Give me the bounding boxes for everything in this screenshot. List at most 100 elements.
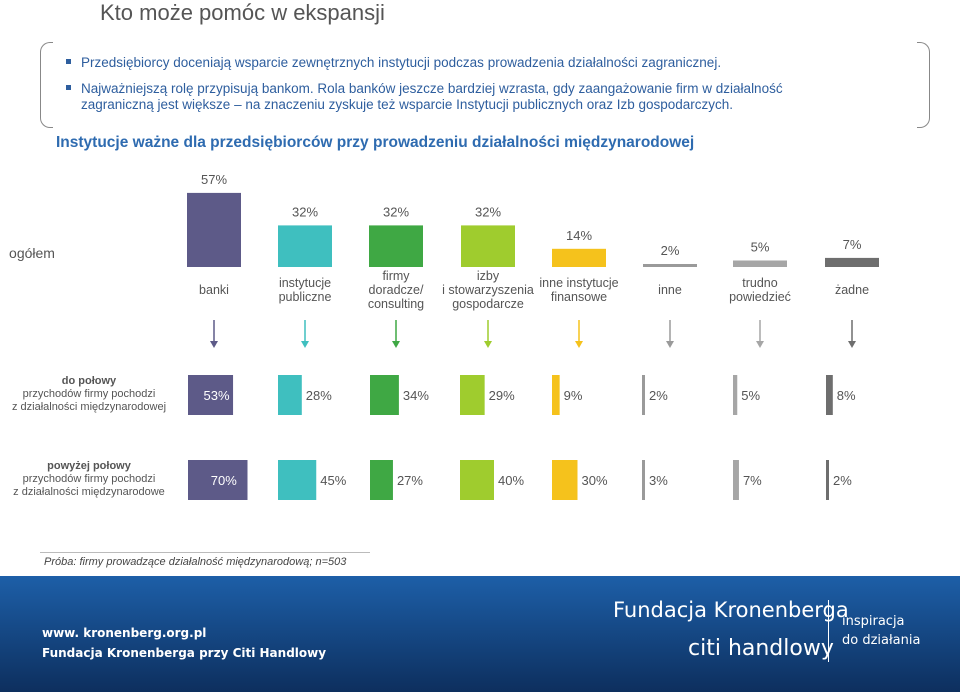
bullet-2-text: Najważniejszą rolę przypisują bankom. Ro… bbox=[81, 81, 783, 96]
value-label-ogolem-inne-instytucje: 14% bbox=[566, 228, 592, 243]
bar-powyzej-polowy-trudno bbox=[733, 460, 739, 500]
arrow-head-zadne bbox=[848, 341, 856, 348]
bar-ogolem-firmy bbox=[369, 225, 423, 267]
value-label-powyzej-polowy-inne: 3% bbox=[649, 473, 668, 488]
footer-bank-logo: citi handlowy bbox=[688, 636, 834, 661]
bar-ogolem-izby bbox=[461, 225, 515, 267]
bar-do-polowy-inne bbox=[642, 375, 645, 415]
footer-tagline-2: do działania bbox=[842, 633, 921, 648]
bar-powyzej-polowy-banki bbox=[188, 460, 248, 500]
bar-do-polowy-trudno bbox=[733, 375, 738, 415]
bar-do-polowy-instytucje bbox=[278, 375, 302, 415]
page-title: Kto może pomóc w ekspansji bbox=[100, 0, 385, 25]
category-label-inne-instytucje: inne instytucje bbox=[539, 276, 618, 290]
category-label-trudno: powiedzieć bbox=[729, 290, 791, 304]
row-label-powyzej-polowy: przychodów firmy pochodzi bbox=[23, 473, 156, 485]
footer-brand-logo: Fundacja Kronenberga bbox=[613, 598, 849, 622]
bar-powyzej-polowy-inne-instytucje bbox=[552, 460, 578, 500]
arrow-head-izby bbox=[484, 341, 492, 348]
arrow-head-banki bbox=[210, 341, 218, 348]
category-label-banki: banki bbox=[199, 283, 229, 297]
bar-ogolem-zadne bbox=[825, 257, 879, 267]
arrow-head-firmy bbox=[392, 341, 400, 348]
value-label-ogolem-firmy: 32% bbox=[383, 204, 409, 219]
arrow-head-instytucje bbox=[301, 341, 309, 348]
bar-do-polowy-firmy bbox=[370, 375, 399, 415]
footer-foundation: Fundacja Kronenberga przy Citi Handlowy bbox=[42, 646, 327, 660]
category-label-inne-instytucje: finansowe bbox=[551, 290, 607, 304]
value-label-ogolem-banki: 57% bbox=[201, 172, 227, 187]
bar-ogolem-inne bbox=[643, 264, 697, 267]
bar-powyzej-polowy-inne bbox=[642, 460, 645, 500]
category-label-izby: izby bbox=[477, 269, 500, 283]
row-label-do-polowy: do połowy bbox=[62, 375, 117, 387]
category-label-firmy: doradcze/ bbox=[369, 283, 424, 297]
bar-powyzej-polowy-instytucje bbox=[278, 460, 317, 500]
bar-do-polowy-inne-instytucje bbox=[552, 375, 560, 415]
value-label-powyzej-polowy-inne-instytucje: 30% bbox=[582, 473, 608, 488]
bar-do-polowy-izby bbox=[460, 375, 485, 415]
category-label-instytucje: instytucje bbox=[279, 276, 331, 290]
bullet-1: Przedsiębiorcy doceniają wsparcie zewnęt… bbox=[66, 55, 916, 71]
arrow-head-inne-instytucje bbox=[575, 341, 583, 348]
category-label-instytucje: publiczne bbox=[279, 290, 332, 304]
bar-powyzej-polowy-firmy bbox=[370, 460, 393, 500]
footer-banner bbox=[0, 576, 960, 692]
bar-powyzej-polowy-izby bbox=[460, 460, 494, 500]
summary-box: Przedsiębiorcy doceniają wsparcie zewnęt… bbox=[40, 42, 930, 128]
value-label-do-polowy-trudno: 5% bbox=[741, 388, 760, 403]
value-label-powyzej-polowy-firmy: 27% bbox=[397, 473, 423, 488]
category-label-trudno: trudno bbox=[742, 276, 777, 290]
value-label-do-polowy-inne: 2% bbox=[649, 388, 668, 403]
value-label-do-polowy-izby: 29% bbox=[489, 388, 515, 403]
category-label-inne: inne bbox=[658, 283, 682, 297]
sample-divider bbox=[40, 552, 370, 553]
category-label-firmy: firmy bbox=[382, 269, 410, 283]
footer-tagline-1: inspiracja bbox=[842, 614, 905, 629]
value-label-ogolem-inne: 2% bbox=[661, 243, 680, 258]
value-label-do-polowy-banki: 53% bbox=[204, 388, 230, 403]
bracket-left bbox=[40, 42, 53, 128]
category-label-izby: i stowarzyszenia bbox=[442, 283, 534, 297]
arrow-head-inne bbox=[666, 341, 674, 348]
sample-note: Próba: firmy prowadzące działalność międ… bbox=[44, 556, 347, 568]
row-label-do-polowy: z działalności międzynarodowej bbox=[12, 401, 166, 413]
category-label-firmy: consulting bbox=[368, 297, 424, 311]
bar-ogolem-trudno bbox=[733, 260, 787, 267]
bar-ogolem-instytucje bbox=[278, 225, 332, 267]
bar-do-polowy-banki bbox=[188, 375, 234, 415]
value-label-do-polowy-instytucje: 28% bbox=[306, 388, 332, 403]
value-label-powyzej-polowy-trudno: 7% bbox=[743, 473, 762, 488]
bar-powyzej-polowy-zadne bbox=[826, 460, 829, 500]
footer-divider bbox=[828, 600, 829, 662]
chart-title: Instytucje ważne dla przedsiębiorców prz… bbox=[56, 134, 695, 151]
footer-website[interactable]: www. kronenberg.org.pl bbox=[42, 626, 207, 640]
category-label-zadne: żadne bbox=[835, 283, 869, 297]
bullet-2: Najważniejszą rolę przypisują bankom. Ro… bbox=[66, 81, 916, 113]
value-label-powyzej-polowy-izby: 40% bbox=[498, 473, 524, 488]
bullet-2-text-continued: zagraniczną jest większe – na znaczeniu … bbox=[81, 97, 734, 112]
institutions-chart: ogółem 57% 32% 32% 32% 14% 2% 5% 7% banki instytuc… bbox=[9, 172, 879, 500]
value-label-do-polowy-zadne: 8% bbox=[837, 388, 856, 403]
value-label-do-polowy-inne-instytucje: 9% bbox=[564, 388, 583, 403]
value-label-ogolem-zadne: 7% bbox=[843, 237, 862, 252]
value-label-powyzej-polowy-instytucje: 45% bbox=[320, 473, 346, 488]
category-label-izby: gospodarcze bbox=[452, 297, 524, 311]
bar-do-polowy-zadne bbox=[826, 375, 833, 415]
bullet-square-icon bbox=[66, 84, 71, 90]
value-label-ogolem-trudno: 5% bbox=[751, 240, 770, 255]
row-label-powyzej-polowy: z działalności międzynarodowe bbox=[13, 486, 165, 498]
value-label-ogolem-instytucje: 32% bbox=[292, 204, 318, 219]
arrow-head-trudno bbox=[756, 341, 764, 348]
bullet-square-icon bbox=[66, 58, 71, 64]
row-label-do-polowy: przychodów firmy pochodzi bbox=[23, 388, 156, 400]
bar-ogolem-banki bbox=[187, 192, 241, 267]
value-label-powyzej-polowy-zadne: 2% bbox=[833, 473, 852, 488]
bar-ogolem-inne-instytucje bbox=[552, 248, 606, 267]
bullet-1-text: Przedsiębiorcy doceniają wsparcie zewnęt… bbox=[81, 55, 722, 70]
row-label-powyzej-polowy: powyżej połowy bbox=[47, 460, 132, 472]
value-label-powyzej-polowy-banki: 70% bbox=[211, 473, 237, 488]
value-label-ogolem-izby: 32% bbox=[475, 204, 501, 219]
value-label-do-polowy-firmy: 34% bbox=[403, 388, 429, 403]
row-label-ogolem: ogółem bbox=[9, 245, 55, 261]
